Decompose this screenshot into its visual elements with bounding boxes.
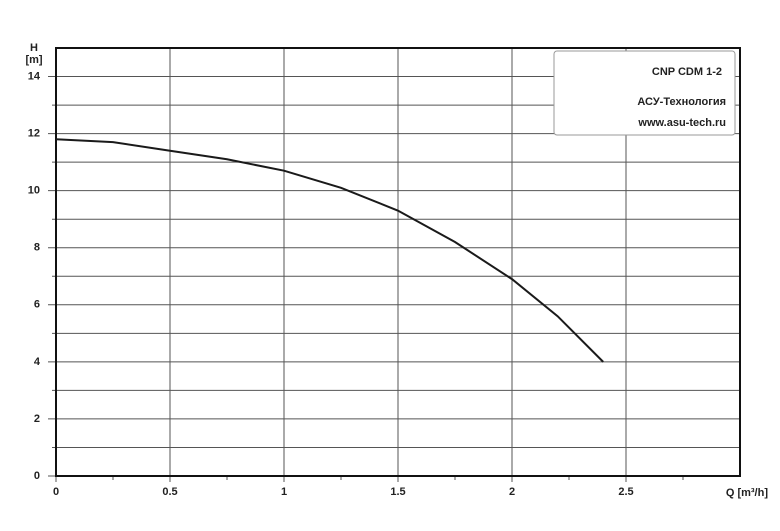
y-tick-label: 0: [34, 470, 40, 482]
x-tick-label: 2: [509, 486, 515, 498]
x-axis-label: Q [m³/h]: [726, 487, 768, 499]
label-title: CNP CDM 1-2: [652, 66, 722, 78]
y-axis-label: H: [30, 42, 38, 54]
curve: [55, 138, 604, 363]
label-url: www.asu-tech.ru: [637, 117, 726, 129]
y-tick-label: 6: [34, 299, 40, 311]
y-tick-label: 2: [34, 413, 40, 425]
x-tick-label: 1: [281, 486, 287, 498]
label-box: [553, 50, 736, 136]
x-tick-label: 2.5: [618, 486, 633, 498]
y-tick-label: 4: [34, 356, 41, 368]
y-axis-unit: [m]: [25, 54, 42, 66]
y-tick-label: 14: [28, 70, 41, 82]
plot-frame: [55, 47, 741, 477]
y-tick-label: 8: [34, 242, 40, 254]
x-tick-label: 1.5: [390, 486, 405, 498]
y-tick-label: 12: [28, 128, 40, 140]
label-company: АСУ-Технология: [637, 96, 726, 108]
x-tick-label: 0.5: [162, 486, 177, 498]
x-tick-label: 0: [53, 486, 59, 498]
y-tick-label: 10: [28, 185, 40, 197]
